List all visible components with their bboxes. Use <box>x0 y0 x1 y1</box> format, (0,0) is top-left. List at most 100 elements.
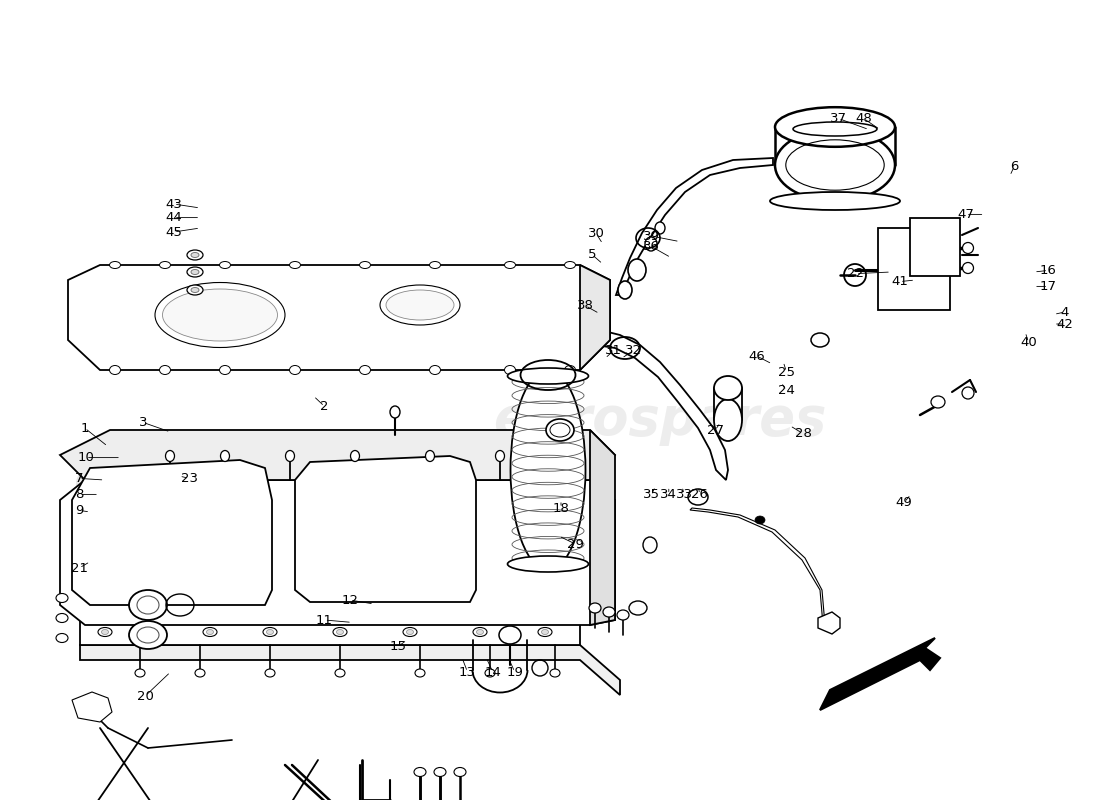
Ellipse shape <box>962 242 974 254</box>
Ellipse shape <box>407 630 414 634</box>
Polygon shape <box>72 460 272 605</box>
Ellipse shape <box>165 450 175 462</box>
Polygon shape <box>68 265 611 370</box>
Polygon shape <box>818 612 840 634</box>
Text: 13: 13 <box>459 666 476 678</box>
Ellipse shape <box>360 262 371 269</box>
Text: 20: 20 <box>136 690 154 702</box>
Ellipse shape <box>286 450 295 462</box>
Ellipse shape <box>207 630 213 634</box>
Text: 3: 3 <box>139 416 147 429</box>
Ellipse shape <box>714 376 742 400</box>
Text: 33: 33 <box>675 488 693 501</box>
Ellipse shape <box>628 259 646 281</box>
Ellipse shape <box>191 287 199 293</box>
Ellipse shape <box>755 516 764 524</box>
Ellipse shape <box>386 290 454 320</box>
Polygon shape <box>590 430 615 625</box>
Ellipse shape <box>360 366 371 374</box>
Ellipse shape <box>403 627 417 637</box>
Ellipse shape <box>426 450 434 462</box>
Text: 25: 25 <box>778 366 795 378</box>
Ellipse shape <box>351 450 360 462</box>
Ellipse shape <box>507 556 588 572</box>
Polygon shape <box>580 265 611 370</box>
Ellipse shape <box>266 630 274 634</box>
Text: 11: 11 <box>316 614 333 626</box>
Polygon shape <box>525 330 728 480</box>
Ellipse shape <box>962 387 974 399</box>
Ellipse shape <box>962 262 974 274</box>
Polygon shape <box>80 645 620 695</box>
Ellipse shape <box>155 282 285 347</box>
Ellipse shape <box>187 250 204 260</box>
Ellipse shape <box>160 366 170 374</box>
Ellipse shape <box>429 262 440 269</box>
Ellipse shape <box>454 767 466 777</box>
Text: 6: 6 <box>1010 160 1019 173</box>
Ellipse shape <box>510 370 585 570</box>
Text: 10: 10 <box>77 451 95 464</box>
Ellipse shape <box>220 262 231 269</box>
Ellipse shape <box>56 634 68 642</box>
Ellipse shape <box>289 262 300 269</box>
Text: 36: 36 <box>642 240 660 253</box>
Polygon shape <box>72 692 112 722</box>
Text: 40: 40 <box>1020 336 1037 349</box>
Ellipse shape <box>931 396 945 408</box>
Ellipse shape <box>495 450 505 462</box>
Text: 23: 23 <box>180 472 198 485</box>
Ellipse shape <box>110 366 121 374</box>
Ellipse shape <box>618 281 632 299</box>
Ellipse shape <box>220 450 230 462</box>
Text: 27: 27 <box>706 424 724 437</box>
Polygon shape <box>690 508 825 625</box>
Ellipse shape <box>191 270 199 274</box>
Ellipse shape <box>98 627 112 637</box>
Ellipse shape <box>56 614 68 622</box>
Ellipse shape <box>110 262 121 269</box>
Ellipse shape <box>603 607 615 617</box>
Text: 39: 39 <box>642 230 660 242</box>
Ellipse shape <box>187 267 204 277</box>
Ellipse shape <box>538 627 552 637</box>
Text: 30: 30 <box>587 227 605 240</box>
Text: 47: 47 <box>957 208 975 221</box>
Ellipse shape <box>588 603 601 613</box>
Text: 35: 35 <box>642 488 660 501</box>
Polygon shape <box>820 638 940 710</box>
Ellipse shape <box>507 368 588 384</box>
Polygon shape <box>295 456 476 602</box>
Text: 1: 1 <box>80 422 89 434</box>
Text: 44: 44 <box>165 211 183 224</box>
Ellipse shape <box>564 262 575 269</box>
Ellipse shape <box>56 594 68 602</box>
Ellipse shape <box>505 366 516 374</box>
Text: 29: 29 <box>566 538 584 550</box>
Text: 2: 2 <box>320 400 329 413</box>
Text: 7: 7 <box>75 472 84 485</box>
Text: 15: 15 <box>389 640 407 653</box>
Ellipse shape <box>129 621 167 649</box>
Ellipse shape <box>550 669 560 677</box>
Polygon shape <box>616 158 773 295</box>
Text: 41: 41 <box>891 275 909 288</box>
Ellipse shape <box>564 366 575 374</box>
Text: 38: 38 <box>576 299 594 312</box>
Ellipse shape <box>414 767 426 777</box>
Text: 22: 22 <box>847 267 865 280</box>
Ellipse shape <box>191 253 199 258</box>
Ellipse shape <box>505 262 516 269</box>
Text: 17: 17 <box>1040 280 1057 293</box>
Bar <box>910 218 960 276</box>
Text: 26: 26 <box>691 488 708 501</box>
Text: 34: 34 <box>660 488 678 501</box>
Polygon shape <box>80 620 580 645</box>
Ellipse shape <box>129 590 167 620</box>
Text: 49: 49 <box>895 496 913 509</box>
Text: eurospares: eurospares <box>493 394 827 446</box>
Text: 37: 37 <box>829 112 847 125</box>
Ellipse shape <box>473 627 487 637</box>
Ellipse shape <box>654 222 666 234</box>
Text: 42: 42 <box>1056 318 1074 330</box>
